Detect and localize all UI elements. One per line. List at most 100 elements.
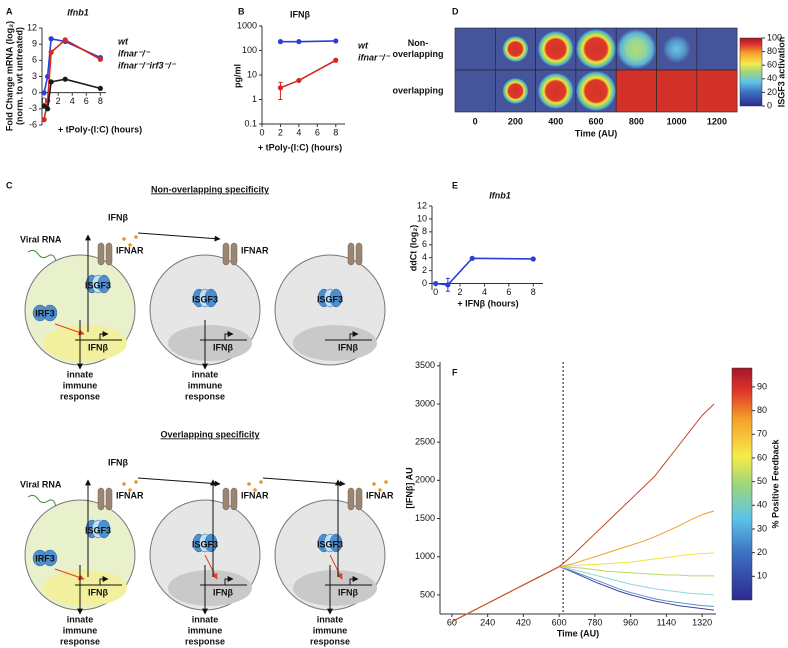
isgf3-label: ISGF3 xyxy=(317,294,343,304)
data-point xyxy=(296,39,302,45)
data-point xyxy=(62,76,68,82)
y-tick-label: 6 xyxy=(32,55,37,65)
data-point xyxy=(277,39,284,45)
x-axis-label: + IFNβ (hours) xyxy=(457,298,518,308)
data-point xyxy=(277,85,284,91)
gene-label: IFNβ xyxy=(88,342,108,352)
activation-spot xyxy=(576,29,617,69)
data-point xyxy=(48,36,54,42)
panel-label: A xyxy=(6,6,13,16)
response-label: immune xyxy=(188,625,223,635)
isgf3-complex xyxy=(204,533,218,553)
y-tick-label: 2 xyxy=(422,265,427,275)
response-label: innate xyxy=(67,614,94,624)
activation-spot xyxy=(502,78,529,104)
x-tick-label: 0 xyxy=(259,127,264,137)
receptor xyxy=(230,242,238,266)
x-tick-label: 6 xyxy=(506,287,511,297)
promoter xyxy=(325,334,372,341)
promoter xyxy=(75,334,122,341)
x-tick-label: 2 xyxy=(278,127,283,137)
legend-entry: ifnar⁻/⁻irf3⁻/⁻ xyxy=(118,60,177,70)
receptor xyxy=(105,242,113,266)
receptor xyxy=(347,242,355,266)
ifnb-secreted-label: IFNβ xyxy=(108,457,128,467)
isgf3-label: ISGF3 xyxy=(192,539,218,549)
colorbar-tick-label: 70 xyxy=(757,429,767,439)
signal-arrow xyxy=(137,232,221,242)
receptor xyxy=(222,487,230,511)
receptor-label: IFNAR xyxy=(116,490,144,500)
simulation-frame xyxy=(656,69,698,113)
y-axis-label: ddCt (log₂) xyxy=(408,225,418,271)
response-label: innate xyxy=(67,369,94,379)
y-tick-label: 1000 xyxy=(237,20,257,30)
isgf3-complex xyxy=(329,533,343,553)
activation-spot xyxy=(502,36,529,62)
isgf3-complex xyxy=(204,288,218,308)
data-point xyxy=(48,49,54,55)
x-axis-label: Time (AU) xyxy=(575,128,617,138)
y-tick-label: 2500 xyxy=(415,437,435,447)
series-line xyxy=(451,403,715,623)
colorbar-tick-label: 20 xyxy=(757,547,767,557)
receptor xyxy=(97,487,105,511)
gene-label: IFNβ xyxy=(88,587,108,597)
response-label: immune xyxy=(63,380,98,390)
activation-arrow xyxy=(54,568,85,581)
isgf3-complex xyxy=(329,288,343,308)
signal-arrow xyxy=(262,477,346,487)
data-point xyxy=(333,57,339,63)
panel-label: F xyxy=(452,367,458,377)
isgf3-label: ISGF3 xyxy=(85,280,111,290)
simulation-frame xyxy=(696,69,738,113)
ifnb-molecule xyxy=(128,243,132,247)
ifnb-molecule xyxy=(384,480,388,484)
simulation-frame xyxy=(454,69,496,113)
data-point xyxy=(296,77,302,84)
response-label: immune xyxy=(313,625,348,635)
x-tick-label: 600 xyxy=(589,116,604,126)
irf3-complex xyxy=(42,549,58,567)
colorbar-tick-label: 30 xyxy=(757,523,767,533)
response-label: innate xyxy=(317,614,344,624)
x-tick-label: 6 xyxy=(315,127,320,137)
x-tick-label: 400 xyxy=(548,116,563,126)
data-point xyxy=(97,85,103,91)
y-tick-label: 0.1 xyxy=(244,118,257,128)
y-tick-label: 3500 xyxy=(415,360,435,370)
chart-title: Ifnb1 xyxy=(489,190,511,200)
colorbar-tick-label: 80 xyxy=(767,46,777,56)
promoter xyxy=(75,579,122,586)
x-tick-label: 600 xyxy=(552,617,567,627)
y-tick-label: 3 xyxy=(32,71,37,81)
chart-title: Ifnb1 xyxy=(67,7,89,17)
series-line xyxy=(280,40,336,43)
ifnb-molecule xyxy=(122,482,126,486)
response-label: immune xyxy=(188,380,223,390)
nucleus xyxy=(168,325,252,361)
colorbar-label: % Positive Feedback xyxy=(770,438,780,528)
ifnb-molecule xyxy=(247,482,251,486)
isgf3-complex xyxy=(97,519,111,539)
viral-rna-label: Viral RNA xyxy=(20,234,62,244)
series-line xyxy=(43,37,101,93)
x-tick-label: 960 xyxy=(623,617,638,627)
x-axis-label: Time (AU) xyxy=(557,628,599,638)
simulation-frame xyxy=(454,27,496,71)
colorbar-tick-label: 60 xyxy=(757,452,767,462)
colorbar xyxy=(731,367,753,601)
data-point xyxy=(333,38,339,44)
isgf3-label: ISGF3 xyxy=(85,525,111,535)
data-point xyxy=(62,37,68,43)
data-point xyxy=(433,280,439,287)
series-line xyxy=(451,552,715,623)
nucleus xyxy=(43,570,127,606)
ifnb-secreted-label: IFNβ xyxy=(108,212,128,222)
y-tick-label: 12 xyxy=(417,200,427,210)
y-tick-label: 10 xyxy=(417,213,427,223)
x-tick-label: 6 xyxy=(84,96,89,106)
data-point xyxy=(445,282,451,288)
y-tick-label: 9 xyxy=(32,39,37,49)
colorbar-tick-label: 50 xyxy=(757,476,767,486)
